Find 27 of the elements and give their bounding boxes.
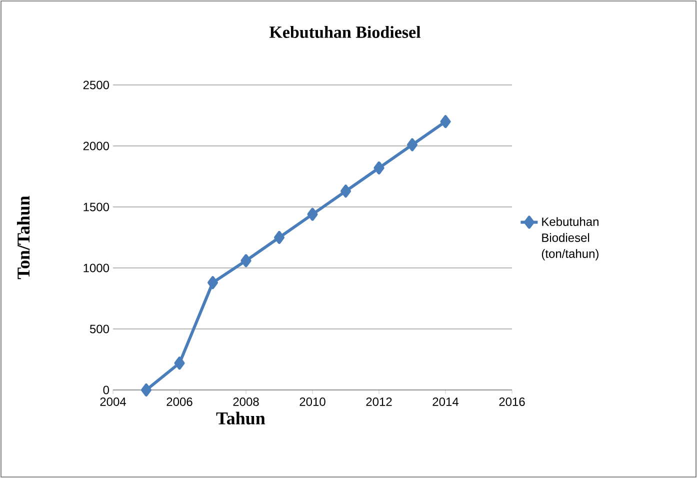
y-tick-label: 0 [103,386,110,394]
point [440,115,451,128]
y-tick-label: 2000 [83,142,110,150]
x-tick-label: 2014 [432,398,459,406]
y-tick-label: 2500 [83,80,110,90]
chart-title: Kebutuhan Biodiesel [269,26,421,38]
point [274,230,285,244]
y-tick-label: 1500 [84,202,110,212]
point [141,383,152,396]
point [307,208,318,221]
x-tick-label: 2010 [300,398,326,406]
x-tick-label: 2008 [233,398,259,406]
x-axis-title: Tahun [216,412,266,425]
x-tick-label: 2012 [366,398,392,406]
y-axis-title: Ton/Tahun [16,196,30,280]
point [340,184,352,198]
point [374,161,384,174]
legend-label: Kebutuhan Biodiesel (ton/tahun) [542,217,598,260]
x-tick-label: 2016 [499,398,525,406]
y-tick-label: 500 [90,324,110,334]
x-tick-label: 2004 [100,398,126,406]
y-tick-label: 1000 [84,264,110,272]
point [407,138,418,152]
x-tick-label: 2006 [166,398,192,406]
point [174,356,185,370]
point [208,276,218,290]
point [240,254,252,268]
